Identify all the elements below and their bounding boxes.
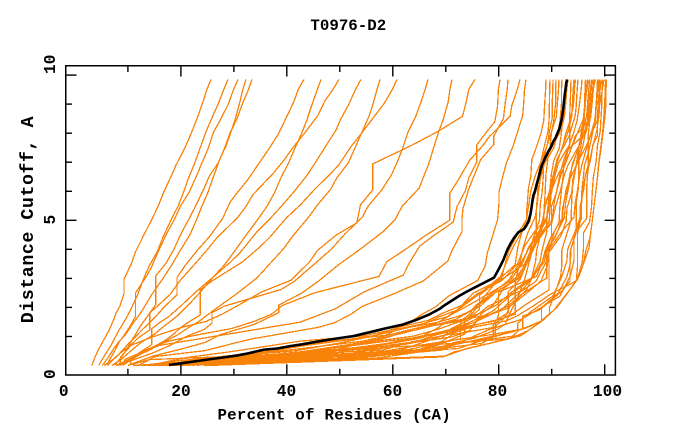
svg-text:40: 40: [277, 383, 296, 401]
svg-text:Distance Cutoff, A: Distance Cutoff, A: [19, 116, 39, 323]
svg-text:Percent of Residues (CA): Percent of Residues (CA): [217, 407, 451, 425]
svg-text:60: 60: [383, 383, 402, 401]
svg-text:0: 0: [59, 383, 69, 401]
svg-text:5: 5: [42, 215, 60, 225]
svg-text:80: 80: [488, 383, 507, 401]
svg-text:10: 10: [42, 55, 60, 74]
svg-text:100: 100: [593, 383, 622, 401]
svg-text:T0976-D2: T0976-D2: [310, 17, 386, 35]
svg-text:20: 20: [171, 383, 190, 401]
svg-text:0: 0: [42, 369, 60, 379]
